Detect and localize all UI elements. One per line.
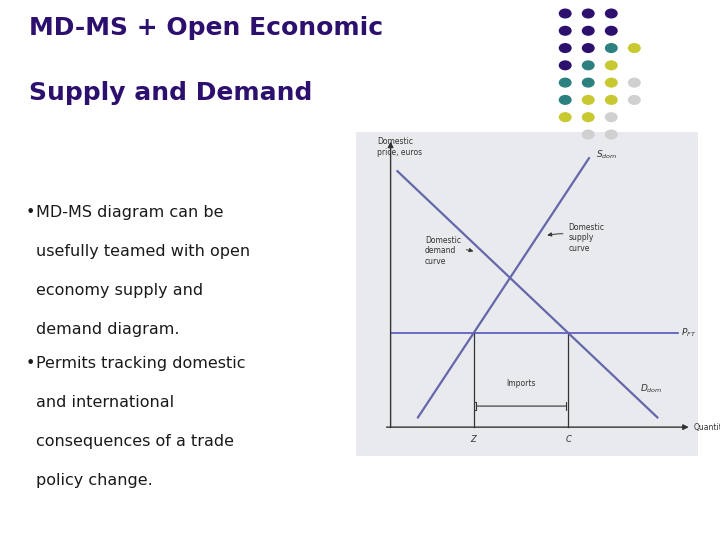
Text: $D_{dom}$: $D_{dom}$ [640,382,663,395]
Text: consequences of a trade: consequences of a trade [36,434,234,449]
Text: Domestic
price, euros: Domestic price, euros [377,137,422,157]
Text: Imports: Imports [506,379,536,388]
Text: MD-MS + Open Economic: MD-MS + Open Economic [29,16,383,40]
Text: MD-MS diagram can be: MD-MS diagram can be [36,205,223,220]
Text: usefully teamed with open: usefully teamed with open [36,244,250,259]
Text: Supply and Demand: Supply and Demand [29,81,312,105]
Text: $P_{FT}$: $P_{FT}$ [681,327,697,340]
Text: economy supply and: economy supply and [36,283,203,298]
Text: •: • [25,205,35,220]
Text: Permits tracking domestic: Permits tracking domestic [36,356,246,372]
Text: Domestic
demand
curve: Domestic demand curve [425,236,472,266]
Text: and international: and international [36,395,174,410]
Text: Domestic
supply
curve: Domestic supply curve [548,223,605,253]
Text: Quantity: Quantity [693,423,720,431]
Text: •: • [25,356,35,372]
Text: demand diagram.: demand diagram. [36,322,179,337]
Text: Z: Z [471,435,477,444]
Text: C: C [565,435,572,444]
Text: $S_{dom}$: $S_{dom}$ [596,148,617,161]
Text: policy change.: policy change. [36,473,153,488]
